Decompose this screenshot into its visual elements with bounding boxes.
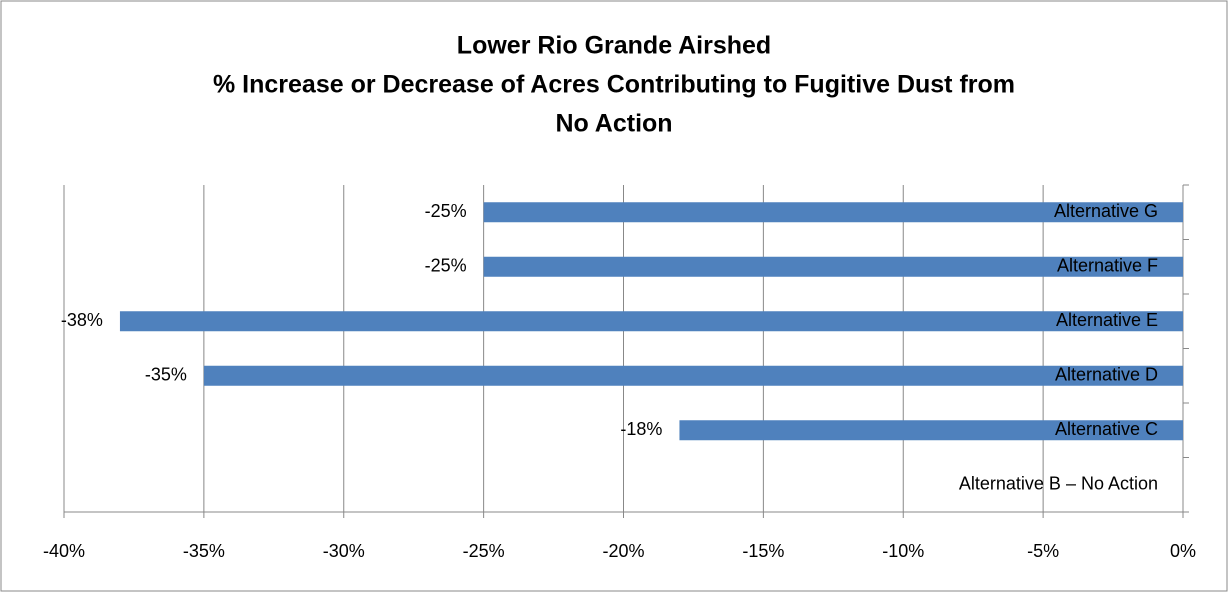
category-label: Alternative C: [1055, 419, 1158, 439]
x-tick-label: -35%: [183, 541, 225, 561]
value-label: -18%: [620, 419, 662, 439]
x-tick-label: -40%: [43, 541, 85, 561]
x-tick-label: 0%: [1170, 541, 1196, 561]
value-label: -35%: [145, 365, 187, 385]
category-label: Alternative G: [1054, 201, 1158, 221]
x-tick-label: -20%: [602, 541, 644, 561]
bar: [483, 202, 1183, 223]
value-label: -25%: [425, 256, 467, 276]
chart-title: Lower Rio Grande Airshed: [457, 32, 771, 60]
x-tick-label: -30%: [323, 541, 365, 561]
value-label: -25%: [425, 201, 467, 221]
x-tick-label: -5%: [1027, 541, 1059, 561]
bar: [119, 311, 1184, 332]
category-label: Alternative B – No Action: [959, 474, 1158, 494]
x-tick-label: -10%: [882, 541, 924, 561]
bar: [679, 420, 1183, 441]
value-label: -38%: [61, 310, 103, 330]
category-label: Alternative E: [1056, 310, 1158, 330]
x-tick-label: -15%: [742, 541, 784, 561]
chart-title: No Action: [555, 110, 672, 138]
category-label: Alternative D: [1055, 365, 1158, 385]
category-label: Alternative F: [1057, 256, 1158, 276]
x-tick-label: -25%: [463, 541, 505, 561]
bar: [483, 256, 1183, 277]
bar: [203, 365, 1183, 386]
chart-title: % Increase or Decrease of Acres Contribu…: [213, 71, 1015, 99]
